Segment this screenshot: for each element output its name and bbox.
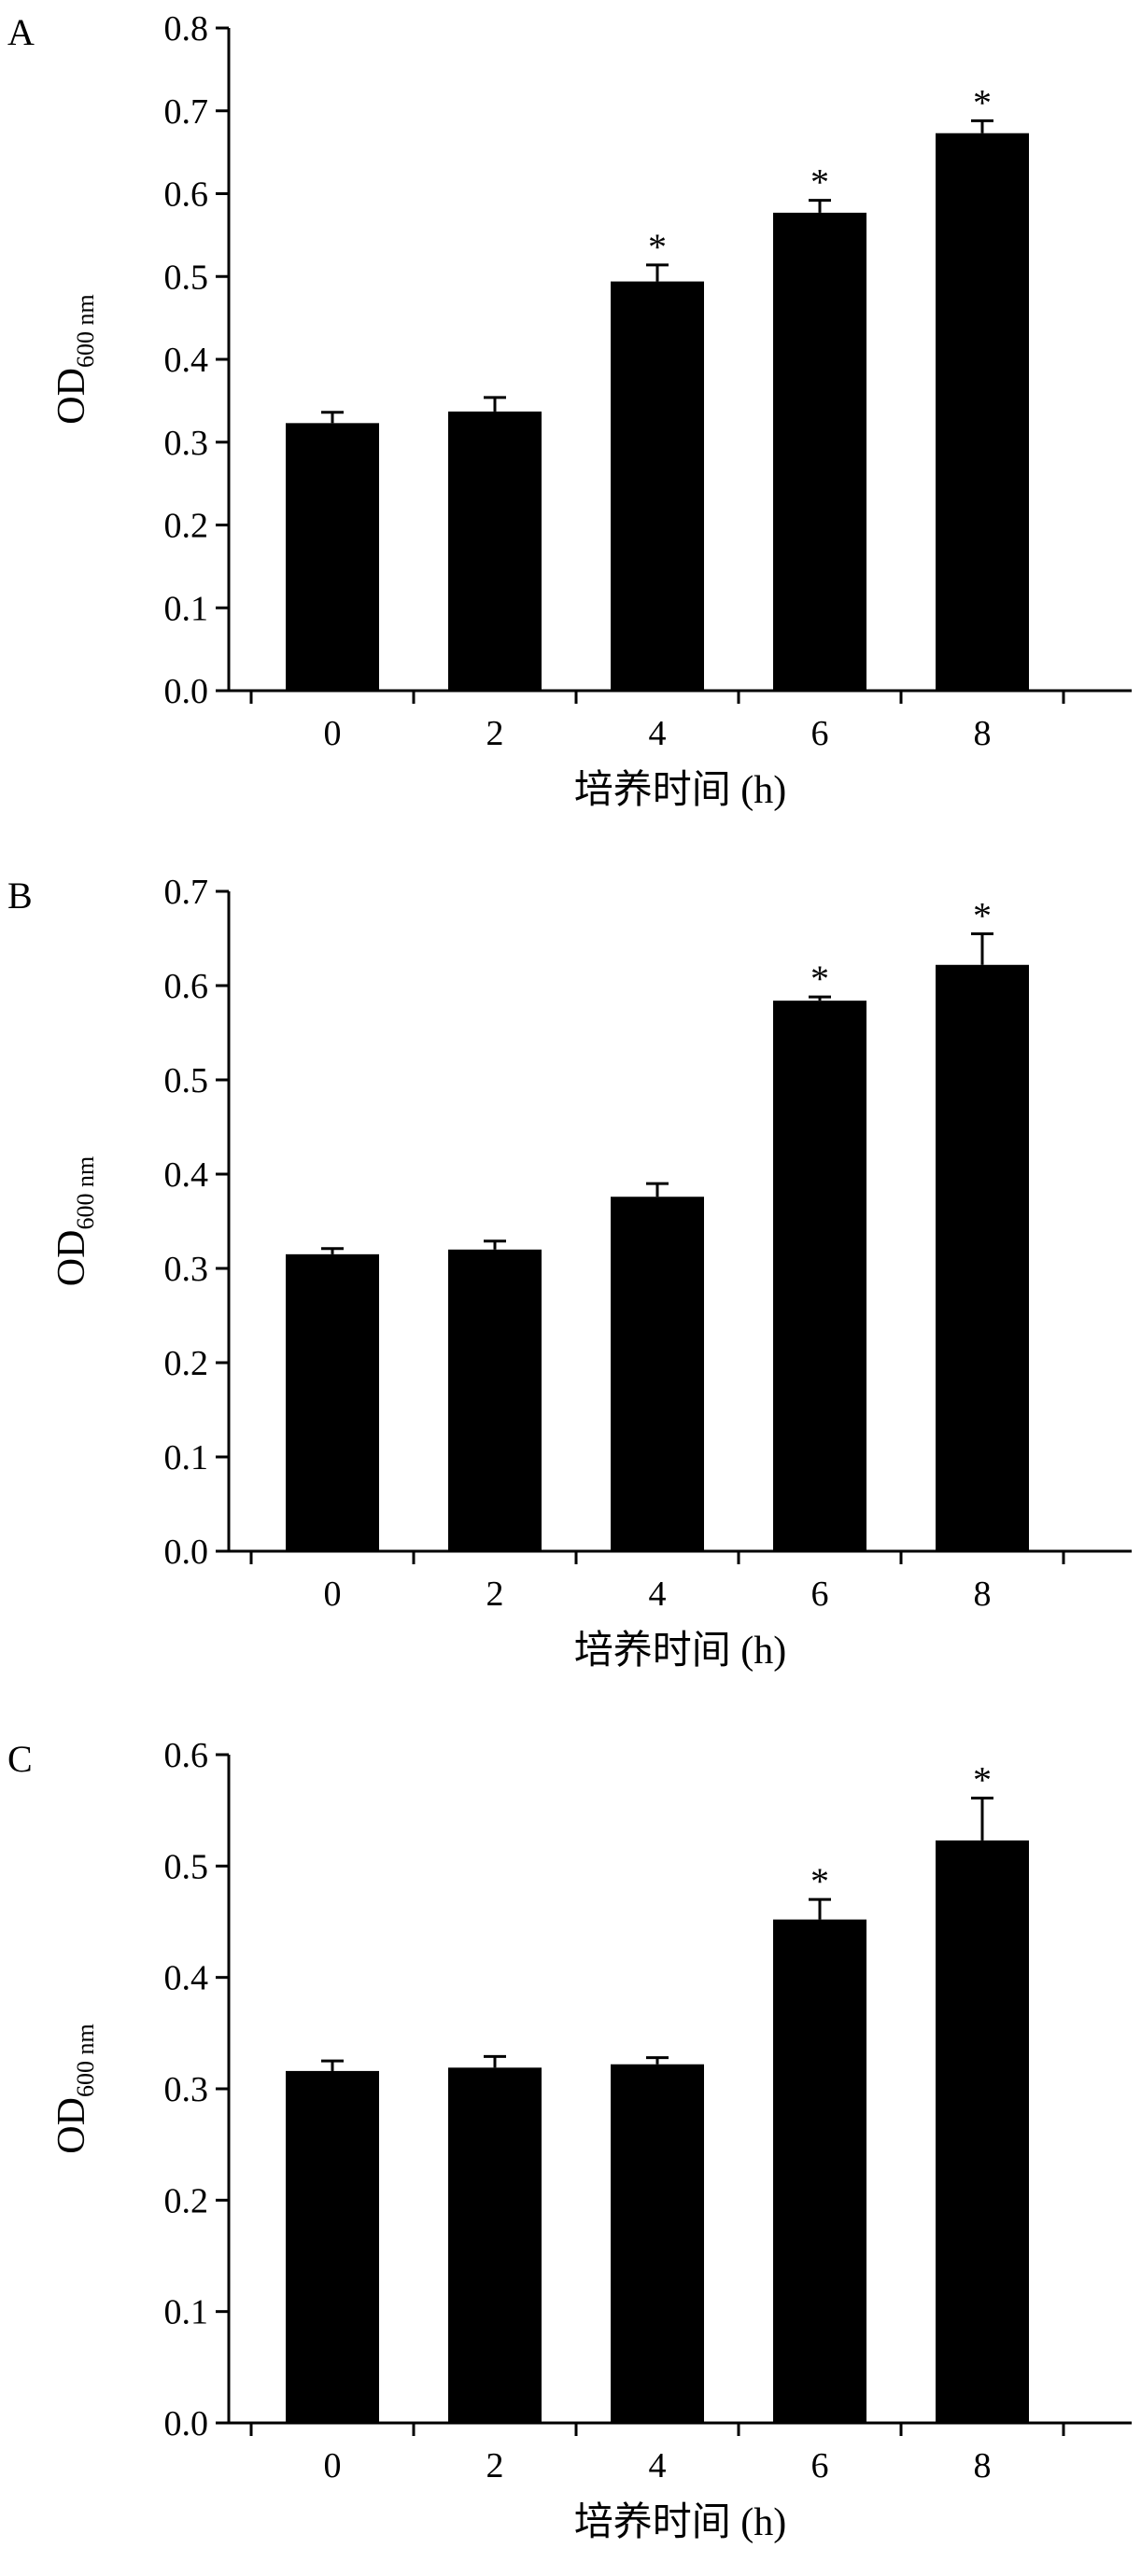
y-tick-label: 0.4: [164, 1959, 209, 1998]
chart-panel-a: A * * * 0.0 0.1 0.2 0.3 0.4 0.5 0.6 0.7 0.8 0 2 4 6 8 培养时间…: [0, 0, 1141, 859]
y-tick-label: 0.7: [164, 92, 209, 132]
y-tick-label: 0.6: [164, 175, 209, 215]
x-tick-label: 8: [974, 714, 992, 753]
x-axis-label: 培养时间 (h): [574, 1629, 786, 1673]
bar-0: [286, 423, 379, 691]
y-tick-label: 0.0: [164, 1533, 209, 1572]
y-tick-label: 0.8: [164, 9, 209, 49]
bar-4: [611, 281, 704, 691]
bar-6: [773, 1001, 866, 1551]
y-tick-label: 0.4: [164, 341, 209, 380]
y-axis-label-subscript: 600 nm: [72, 2023, 99, 2097]
significance-mark: *: [973, 894, 992, 936]
x-tick-label: 6: [811, 714, 829, 753]
x-tick-label: 0: [324, 1575, 342, 1614]
significance-mark: *: [810, 1860, 829, 1902]
bar-6: [773, 1919, 866, 2423]
bar-8: [936, 133, 1029, 691]
y-tick-label: 0.2: [164, 2181, 209, 2220]
bar-8: [936, 964, 1029, 1551]
y-tick-label: 0.5: [164, 258, 209, 297]
bar-2: [448, 411, 542, 691]
panel-label: B: [7, 875, 33, 917]
y-tick-label: 0.7: [164, 873, 209, 912]
significance-mark: *: [648, 226, 667, 268]
bar-2: [448, 1249, 542, 1551]
y-axis-label: OD600 nm: [50, 2023, 99, 2153]
x-axis-label: 培养时间 (h): [574, 2500, 786, 2544]
y-tick-label: 0.3: [164, 2070, 209, 2109]
y-axis-label: OD600 nm: [50, 1156, 99, 1286]
x-tick-label: 8: [974, 1575, 992, 1614]
x-tick-label: 6: [811, 1575, 829, 1614]
y-axis-label-subscript: 600 nm: [72, 1156, 99, 1230]
y-tick-label: 0.1: [164, 1438, 209, 1477]
y-tick-label: 0.5: [164, 1061, 209, 1100]
y-tick-label: 0.6: [164, 967, 209, 1006]
significance-mark: *: [973, 1759, 992, 1801]
y-axis-label-main: OD: [50, 1230, 93, 1287]
bar-chart-a: A * * * 0.0 0.1 0.2 0.3 0.4 0.5 0.6 0.7 0.8 0 2 4 6 8 培养时间…: [7, 9, 1132, 812]
bar-6: [773, 212, 866, 692]
y-tick-label: 0.6: [164, 1736, 209, 1775]
significance-mark: *: [810, 958, 829, 1000]
significance-mark: *: [973, 81, 992, 123]
x-tick-label: 4: [649, 1575, 667, 1614]
y-tick-label: 0.0: [164, 672, 209, 711]
x-tick-label: 0: [324, 714, 342, 753]
y-axis-label-main: OD: [50, 2097, 93, 2154]
bar-4: [611, 2064, 704, 2423]
y-axis-label: OD600 nm: [50, 294, 99, 424]
y-axis-label-main: OD: [50, 368, 93, 425]
y-tick-label: 0.3: [164, 424, 209, 463]
bar-0: [286, 2070, 379, 2423]
x-tick-label: 2: [486, 2446, 504, 2485]
y-tick-label: 0.4: [164, 1155, 209, 1195]
panel-label: A: [7, 11, 35, 53]
y-tick-label: 0.3: [164, 1250, 209, 1289]
y-tick-label: 0.1: [164, 589, 209, 628]
x-tick-label: 4: [649, 714, 667, 753]
y-axis-label-subscript: 600 nm: [72, 294, 99, 368]
chart-panel-b: B * * 0.0 0.1 0.2 0.3 0.4 0.5 0.6 0.7 0 2 4 6 8 培养时间 (h)…: [0, 859, 1141, 1717]
y-tick-label: 0.2: [164, 1344, 209, 1383]
bar-chart-c: C * * 0.0 0.1 0.2 0.3 0.4 0.5 0.6 0 2 4 6 8 培养时间 (h) OD6…: [7, 1736, 1132, 2544]
x-axis-label: 培养时间 (h): [574, 768, 786, 812]
bar-chart-b: B * * 0.0 0.1 0.2 0.3 0.4 0.5 0.6 0.7 0 2 4 6 8 培养时间 (h)…: [7, 873, 1132, 1673]
y-tick-label: 0.5: [164, 1847, 209, 1886]
bar-4: [611, 1197, 704, 1551]
x-tick-label: 0: [324, 2446, 342, 2485]
bar-8: [936, 1840, 1029, 2423]
y-tick-label: 0.1: [164, 2293, 209, 2332]
y-tick-label: 0.2: [164, 507, 209, 546]
y-tick-label: 0.0: [164, 2404, 209, 2443]
x-tick-label: 4: [649, 2446, 667, 2485]
x-tick-label: 2: [486, 714, 504, 753]
x-tick-label: 2: [486, 1575, 504, 1614]
panel-label: C: [7, 1738, 33, 1780]
significance-mark: *: [810, 161, 829, 203]
bar-2: [448, 2067, 542, 2423]
x-tick-label: 8: [974, 2446, 992, 2485]
chart-panel-c: C * * 0.0 0.1 0.2 0.3 0.4 0.5 0.6 0 2 4 6 8 培养时间 (h) OD6…: [0, 1717, 1141, 2576]
bar-0: [286, 1253, 379, 1551]
x-tick-label: 6: [811, 2446, 829, 2485]
